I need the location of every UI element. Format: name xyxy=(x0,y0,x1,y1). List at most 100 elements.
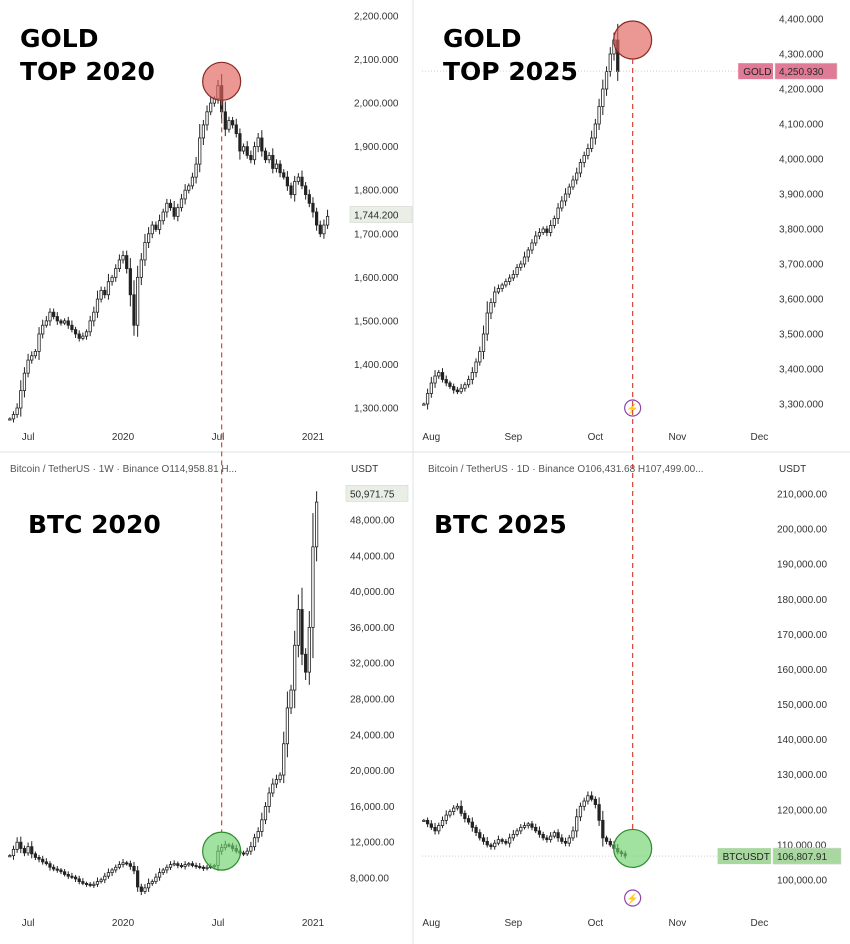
candle-body xyxy=(176,207,180,217)
candle-body xyxy=(504,841,508,844)
candle-body xyxy=(41,324,45,335)
candle-body xyxy=(8,855,12,858)
candle-body xyxy=(422,403,426,406)
candle-body xyxy=(300,176,304,187)
candle-body xyxy=(455,389,460,393)
y-tick-label: 40,000.00 xyxy=(350,587,395,598)
y-tick-label: 36,000.00 xyxy=(350,623,395,634)
x-tick-label: Oct xyxy=(588,432,604,443)
event-icon-glyph: ⚡ xyxy=(626,892,638,905)
candle-body xyxy=(59,869,63,873)
candle-body xyxy=(44,861,48,865)
highlight-circle xyxy=(613,828,653,869)
candle-body xyxy=(282,743,286,776)
candle-body xyxy=(249,846,253,852)
candle-body xyxy=(30,355,34,361)
candle-body xyxy=(548,835,553,841)
candle-body xyxy=(597,804,601,821)
candle-body xyxy=(274,779,279,785)
y-tick-label: 1,700.000 xyxy=(354,229,399,240)
candle-body xyxy=(507,837,512,844)
candle-body xyxy=(95,298,100,313)
candle-body xyxy=(128,863,132,867)
currency-label-btc-2020: USDT xyxy=(351,464,379,475)
candle-body xyxy=(545,837,549,841)
candle-body xyxy=(48,863,52,868)
candle-body xyxy=(481,837,486,842)
candle-body xyxy=(582,155,586,163)
candle-body xyxy=(470,821,474,828)
candle-body xyxy=(466,818,471,823)
x-tick-label: 2021 xyxy=(302,432,325,443)
candle-body xyxy=(448,382,452,387)
candle-body xyxy=(511,274,515,279)
candle-body xyxy=(444,814,448,821)
candle-body xyxy=(30,846,34,855)
candle-body xyxy=(440,819,445,827)
candle-body xyxy=(478,832,482,839)
x-tick-label: Jul xyxy=(22,432,35,443)
symbol-header-btc-2020[interactable]: Bitcoin / TetherUS · 1W · Binance O114,9… xyxy=(10,464,237,475)
candle-body xyxy=(429,823,433,828)
candle-body xyxy=(41,858,45,863)
y-tick-label: 110,000.00 xyxy=(777,840,827,851)
y-tick-label: 32,000.00 xyxy=(350,659,395,670)
candle-body xyxy=(519,826,523,832)
y-tick-label: 150,000.00 xyxy=(777,700,827,711)
candle-body xyxy=(227,120,231,130)
candle-body xyxy=(231,120,235,126)
candle-body xyxy=(541,228,545,233)
symbol-header-btc-2025[interactable]: Bitcoin / TetherUS · 1D · Binance O106,4… xyxy=(428,464,704,475)
candle-body xyxy=(117,259,121,270)
candle-body xyxy=(563,841,568,844)
candle-body xyxy=(165,866,169,871)
candle-body xyxy=(608,53,612,72)
y-tick-label: 12,000.00 xyxy=(350,838,395,849)
candle-body xyxy=(586,148,590,156)
candle-body xyxy=(139,259,143,278)
candle-body xyxy=(161,869,165,874)
title-line-1: GOLD xyxy=(20,24,99,53)
candle-body xyxy=(157,220,162,230)
candle-body xyxy=(322,224,326,235)
candle-body xyxy=(110,869,114,874)
candle-body xyxy=(256,831,260,839)
candle-body xyxy=(48,311,52,322)
y-tick-label: 120,000.00 xyxy=(777,805,827,816)
candle-body xyxy=(515,830,519,835)
candle-body xyxy=(545,228,549,233)
candle-body xyxy=(578,805,583,818)
y-tick-label: 4,000.000 xyxy=(779,155,824,166)
candle-body xyxy=(285,176,289,187)
candle-body xyxy=(157,872,162,878)
x-tick-label: Jul xyxy=(22,918,35,929)
price-tag-value: 1,744.200 xyxy=(354,211,399,222)
y-tick-label: 3,700.000 xyxy=(779,260,824,271)
x-tick-label: 2020 xyxy=(112,432,135,443)
y-tick-label: 20,000.00 xyxy=(350,766,395,777)
highlight-circle xyxy=(202,61,242,101)
x-tick-label: Oct xyxy=(588,918,604,929)
candle-body xyxy=(582,800,586,807)
x-tick-label: Aug xyxy=(422,432,440,443)
y-tick-label: 4,200.000 xyxy=(779,85,824,96)
x-tick-label: Aug xyxy=(422,918,440,929)
candle-body xyxy=(241,852,246,855)
candle-body xyxy=(125,862,129,865)
y-tick-label: 2,200.000 xyxy=(354,12,399,23)
candle-body xyxy=(154,224,158,230)
candle-body xyxy=(161,211,165,222)
candle-body xyxy=(425,819,430,825)
y-tick-label: 8,000.00 xyxy=(350,874,389,885)
candle-body xyxy=(143,242,147,261)
x-tick-label: Nov xyxy=(668,918,686,929)
candle-body xyxy=(590,795,594,800)
candle-body xyxy=(444,379,448,384)
candle-body xyxy=(81,881,85,884)
candle-body xyxy=(198,865,202,868)
candle-body xyxy=(11,414,16,420)
candle-body xyxy=(22,848,27,854)
candle-body xyxy=(601,88,605,107)
candle-body xyxy=(114,866,118,871)
candle-body xyxy=(263,150,268,161)
